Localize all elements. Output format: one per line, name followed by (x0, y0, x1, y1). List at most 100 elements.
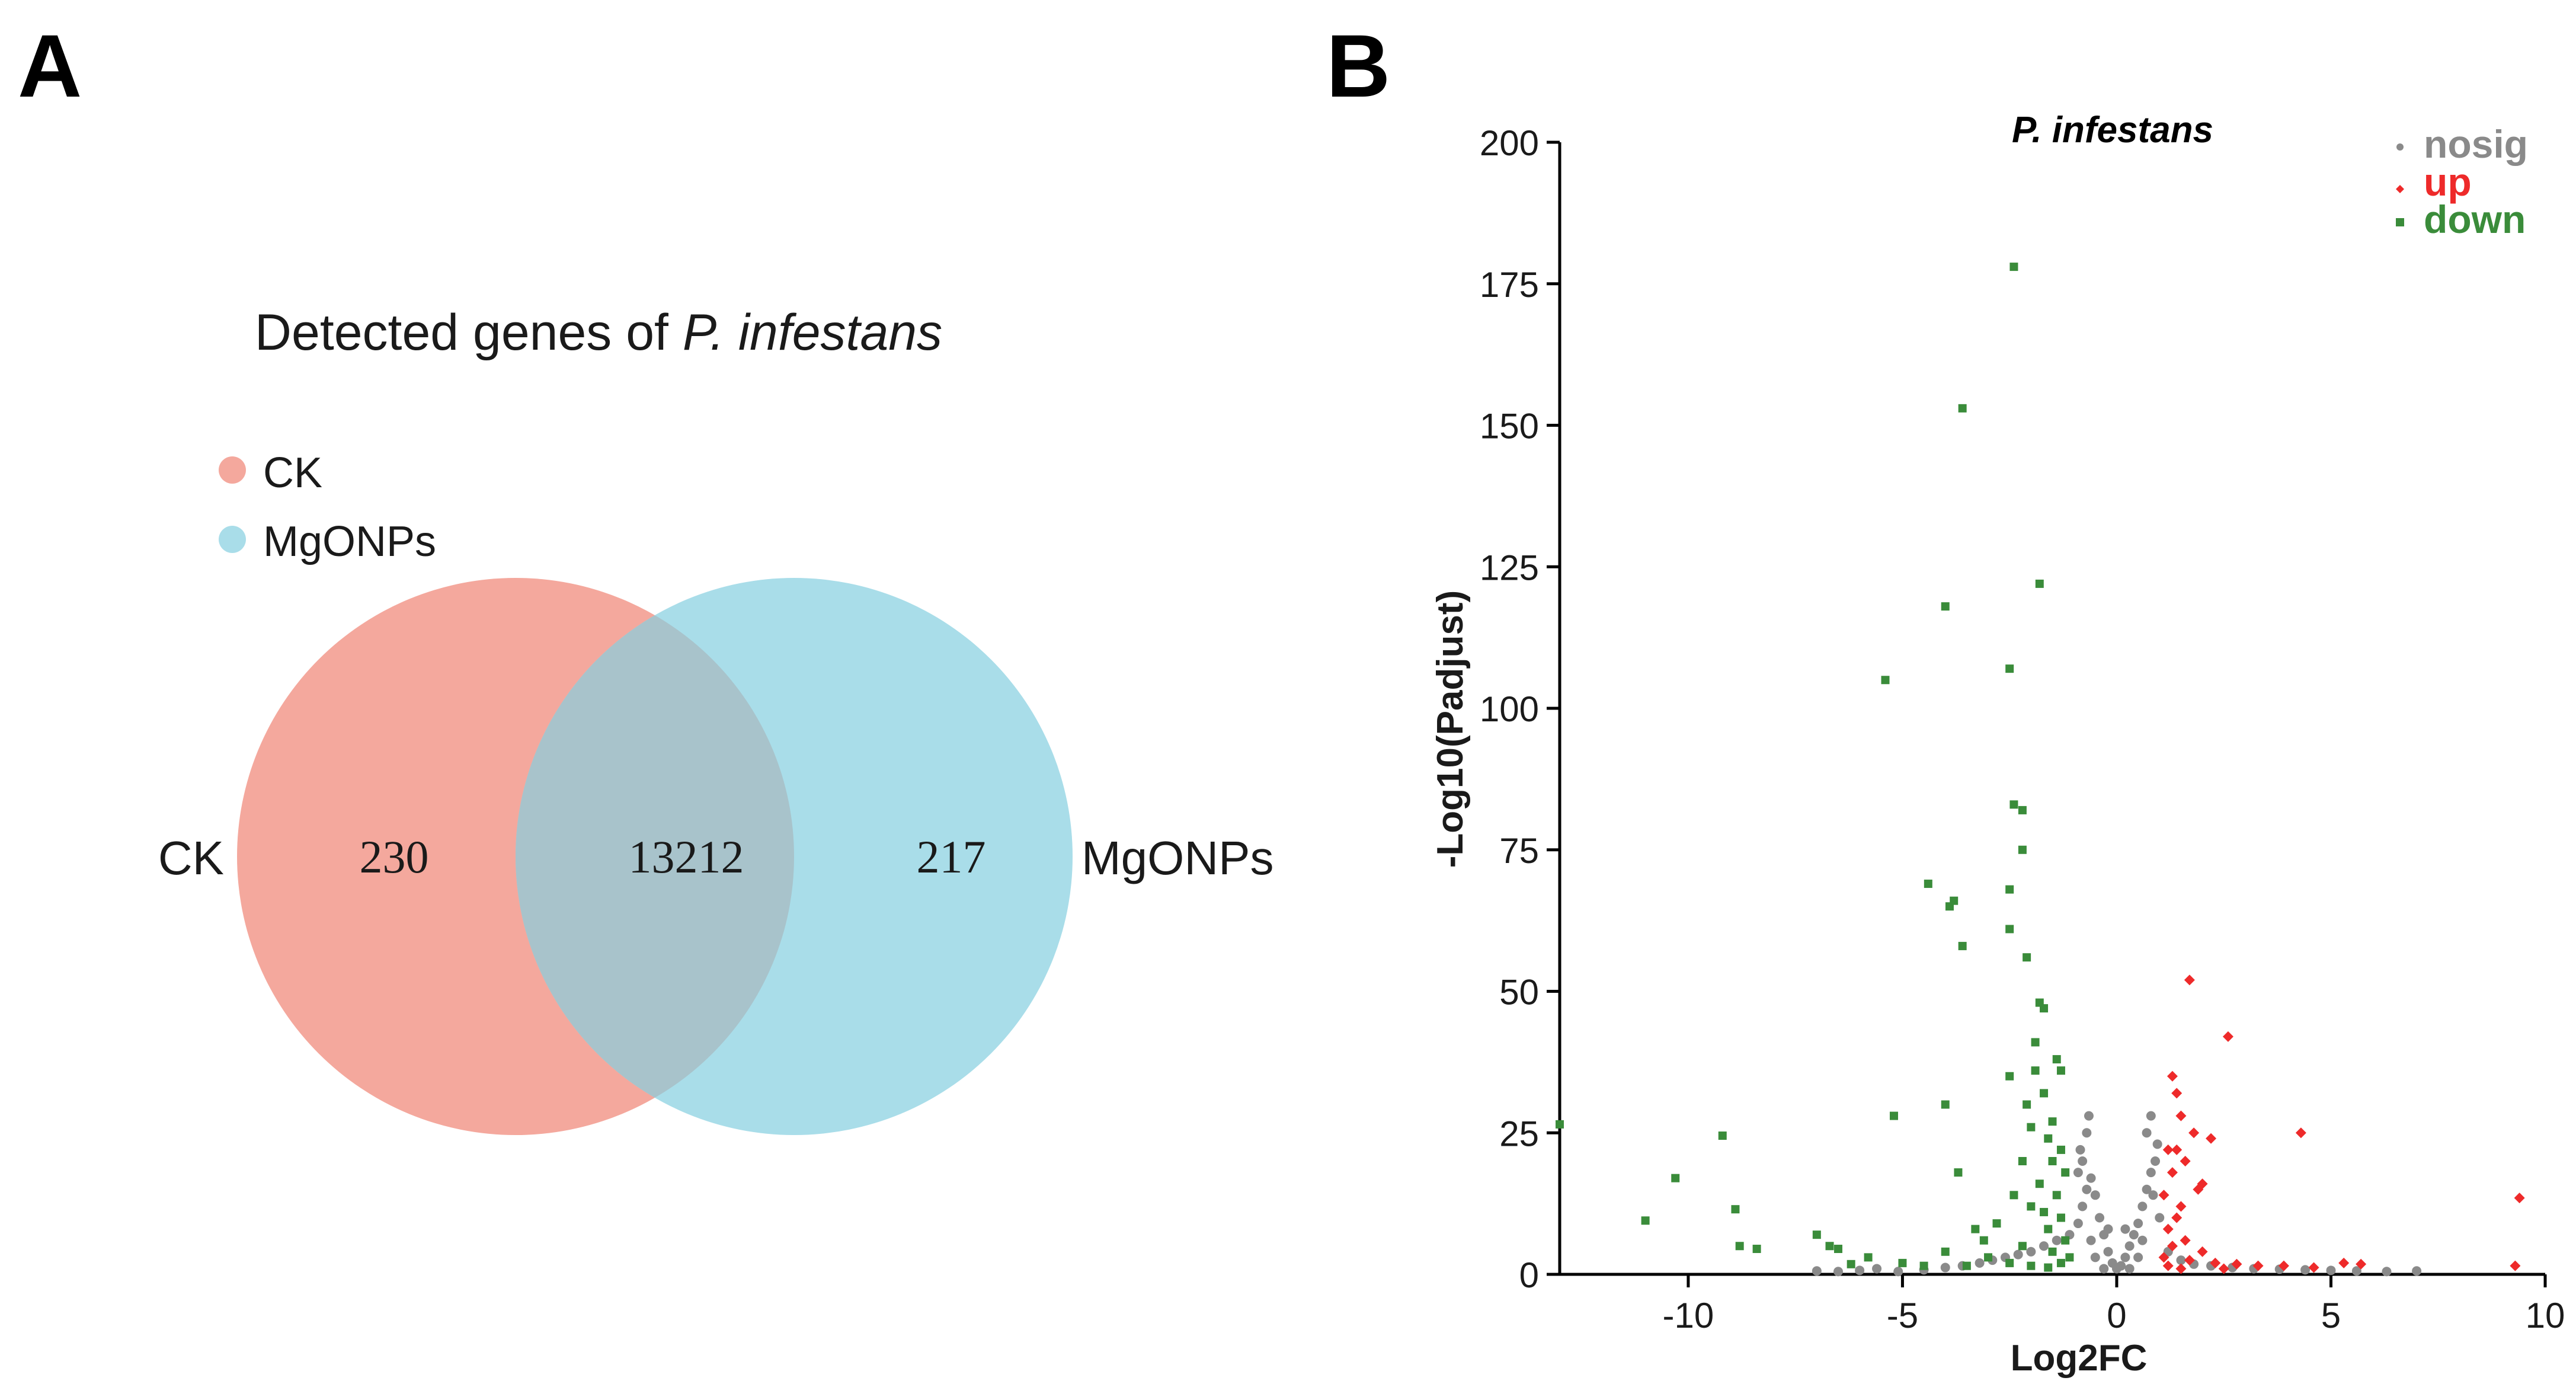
x-tick-label: 10 (2526, 1296, 2565, 1335)
point-up (2184, 1255, 2195, 1266)
point-down (2052, 1055, 2061, 1064)
point-nosig (2086, 1173, 2096, 1183)
legend-up-marker (2396, 185, 2404, 193)
point-down (2023, 953, 2031, 962)
point-nosig (1975, 1258, 1985, 1268)
point-nosig (2078, 1201, 2088, 1212)
point-nosig (2075, 1145, 2085, 1155)
point-down (1825, 1242, 1834, 1251)
point-up (2356, 1258, 2367, 1270)
point-nosig (2120, 1252, 2130, 1262)
point-up (2171, 1212, 2183, 1223)
point-up (2197, 1246, 2208, 1257)
point-down (2018, 1157, 2027, 1165)
point-up (2167, 1241, 2178, 1252)
venn-title-prefix: Detected genes of (255, 304, 683, 361)
point-nosig (2013, 1249, 2023, 1260)
point-down (2031, 1066, 2040, 1075)
point-up (2180, 1156, 2191, 1166)
point-nosig (2382, 1267, 2392, 1277)
point-nosig (2300, 1265, 2311, 1275)
point-down (1847, 1260, 1855, 1268)
y-tick-label: 125 (1480, 548, 1539, 587)
point-up (2278, 1260, 2289, 1271)
point-nosig (2099, 1264, 2109, 1274)
x-tick-label: 5 (2321, 1296, 2341, 1335)
panel-b-letter: B (1326, 16, 1390, 116)
point-up (2222, 1031, 2233, 1042)
legend-mgonps-marker (219, 526, 246, 553)
point-down (2018, 1242, 2027, 1251)
point-nosig (2124, 1241, 2135, 1251)
point-nosig (2073, 1219, 2083, 1229)
plot-legend: nosig up down (2396, 122, 2528, 241)
point-down (2040, 1207, 2049, 1216)
point-nosig (2146, 1111, 2156, 1121)
point-down (1958, 404, 1967, 413)
point-nosig (2095, 1213, 2105, 1223)
point-down (2048, 1157, 2057, 1165)
point-down (2031, 1038, 2040, 1047)
point-down (1641, 1216, 1650, 1225)
point-down (2009, 800, 2018, 809)
point-down (2005, 885, 2014, 894)
point-down (2027, 1261, 2036, 1270)
point-up (2510, 1260, 2521, 1271)
point-down (1881, 676, 1890, 685)
point-down (1556, 1120, 1564, 1129)
point-down (2061, 1236, 2070, 1245)
point-down (1864, 1253, 1873, 1262)
legend-ck-label: CK (263, 449, 322, 497)
point-down (1954, 1168, 1963, 1177)
venn-count-mgonps-only: 217 (917, 831, 986, 883)
point-up (2167, 1070, 2178, 1082)
point-nosig (2086, 1235, 2096, 1245)
point-down (2005, 925, 2014, 934)
point-up (2184, 974, 2195, 986)
point-nosig (1812, 1266, 1822, 1276)
point-down (1812, 1230, 1821, 1239)
point-nosig (2124, 1264, 2135, 1274)
point-up (2171, 1144, 2183, 1155)
legend-down-marker (2396, 218, 2404, 226)
point-down (1984, 1253, 1993, 1262)
point-nosig (2039, 1241, 2049, 1251)
point-down (2009, 1191, 2018, 1200)
point-up (2188, 1127, 2200, 1139)
x-tick-label: -10 (1663, 1296, 1714, 1335)
point-nosig (2142, 1128, 2152, 1138)
legend-down-label: down (2424, 197, 2526, 241)
legend-up-label: up (2424, 160, 2472, 204)
point-nosig (2137, 1235, 2148, 1245)
point-down (2044, 1134, 2053, 1143)
point-up (2162, 1260, 2174, 1271)
point-nosig (2142, 1184, 2152, 1194)
point-down (1833, 1245, 1842, 1254)
point-down (1941, 1100, 1950, 1109)
y-tick-label: 0 (1519, 1255, 1539, 1295)
point-down (2005, 664, 2014, 673)
point-down (2023, 1100, 2031, 1109)
point-down (2048, 1247, 2057, 1256)
point-nosig (1872, 1264, 1882, 1274)
point-down (1735, 1242, 1744, 1251)
point-down (1941, 602, 1950, 611)
point-down (2005, 1072, 2014, 1081)
point-up (2210, 1257, 2221, 1268)
point-up (2175, 1201, 2187, 1212)
point-down (2027, 1123, 2036, 1132)
point-up (2252, 1260, 2264, 1271)
point-down (2056, 1258, 2065, 1267)
point-up (2175, 1110, 2187, 1121)
chart-title: P. infestans (2012, 110, 2213, 151)
point-down (1958, 942, 1967, 951)
point-nosig (2148, 1190, 2158, 1200)
point-nosig (2412, 1266, 2422, 1276)
y-tick-label: 25 (1499, 1114, 1539, 1153)
y-tick-label: 100 (1480, 689, 1539, 729)
venn-count-both: 13212 (629, 831, 744, 883)
data-points (1556, 263, 2525, 1277)
point-nosig (2084, 1111, 2094, 1121)
point-nosig (1833, 1267, 1843, 1277)
